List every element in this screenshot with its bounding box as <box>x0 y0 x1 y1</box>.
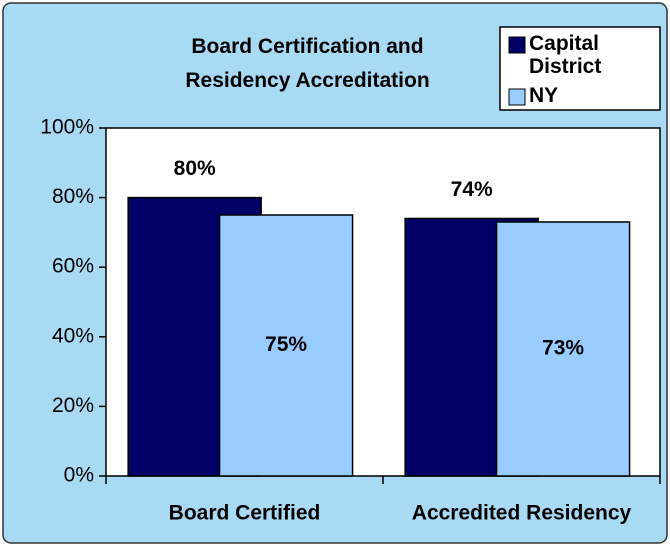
data-label: 75% <box>265 333 307 356</box>
y-tick-label: 60% <box>52 255 94 278</box>
y-tick-label: 80% <box>52 185 94 208</box>
y-tick-label: 0% <box>64 464 94 487</box>
legend-label: NY <box>529 84 559 107</box>
bar <box>218 214 354 477</box>
data-label: 73% <box>542 337 584 360</box>
data-label: 74% <box>451 178 493 201</box>
legend-item: NY <box>529 84 559 107</box>
y-tick-label: 40% <box>52 324 94 347</box>
legend-item: Capital District <box>529 32 602 78</box>
legend-label: Capital District <box>529 32 602 78</box>
x-tick-label: Board Certified <box>169 502 321 525</box>
y-tick-label: 20% <box>52 394 94 417</box>
data-label: 80% <box>174 157 216 180</box>
legend-swatch <box>508 36 526 54</box>
chart-title: Board Certification and Residency Accred… <box>185 35 430 92</box>
title-box: Board Certification and Residency Accred… <box>185 35 430 92</box>
y-tick-label: 100% <box>40 116 94 139</box>
bar <box>495 221 631 477</box>
x-tick-label: Accredited Residency <box>412 502 632 525</box>
legend-swatch <box>508 88 526 106</box>
legend <box>499 26 661 111</box>
